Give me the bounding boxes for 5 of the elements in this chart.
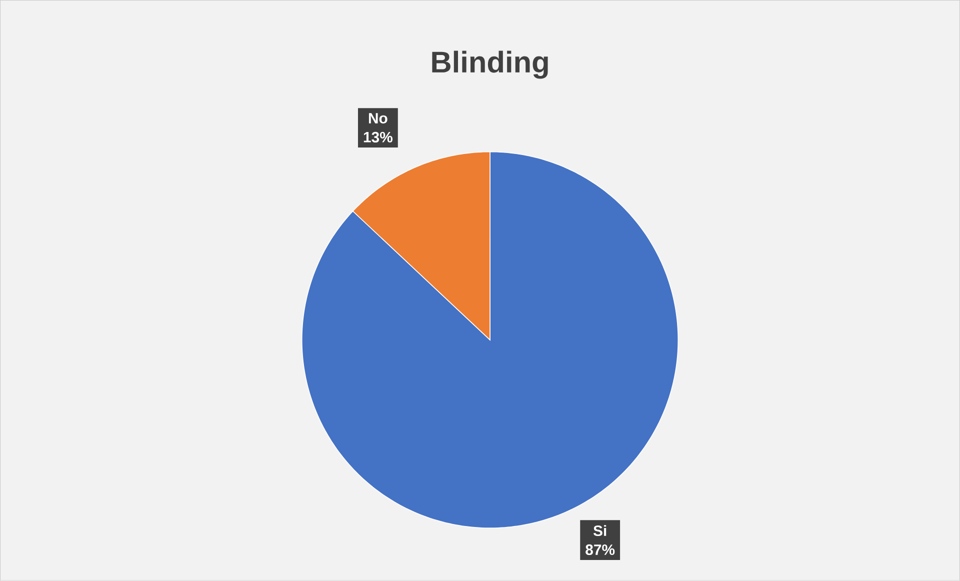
data-label: 13% [364,132,393,143]
slice-label: Si [593,525,606,536]
slice-label: No [368,113,388,124]
chart-title: Blinding [432,50,548,79]
data-label: 87% [586,544,615,556]
